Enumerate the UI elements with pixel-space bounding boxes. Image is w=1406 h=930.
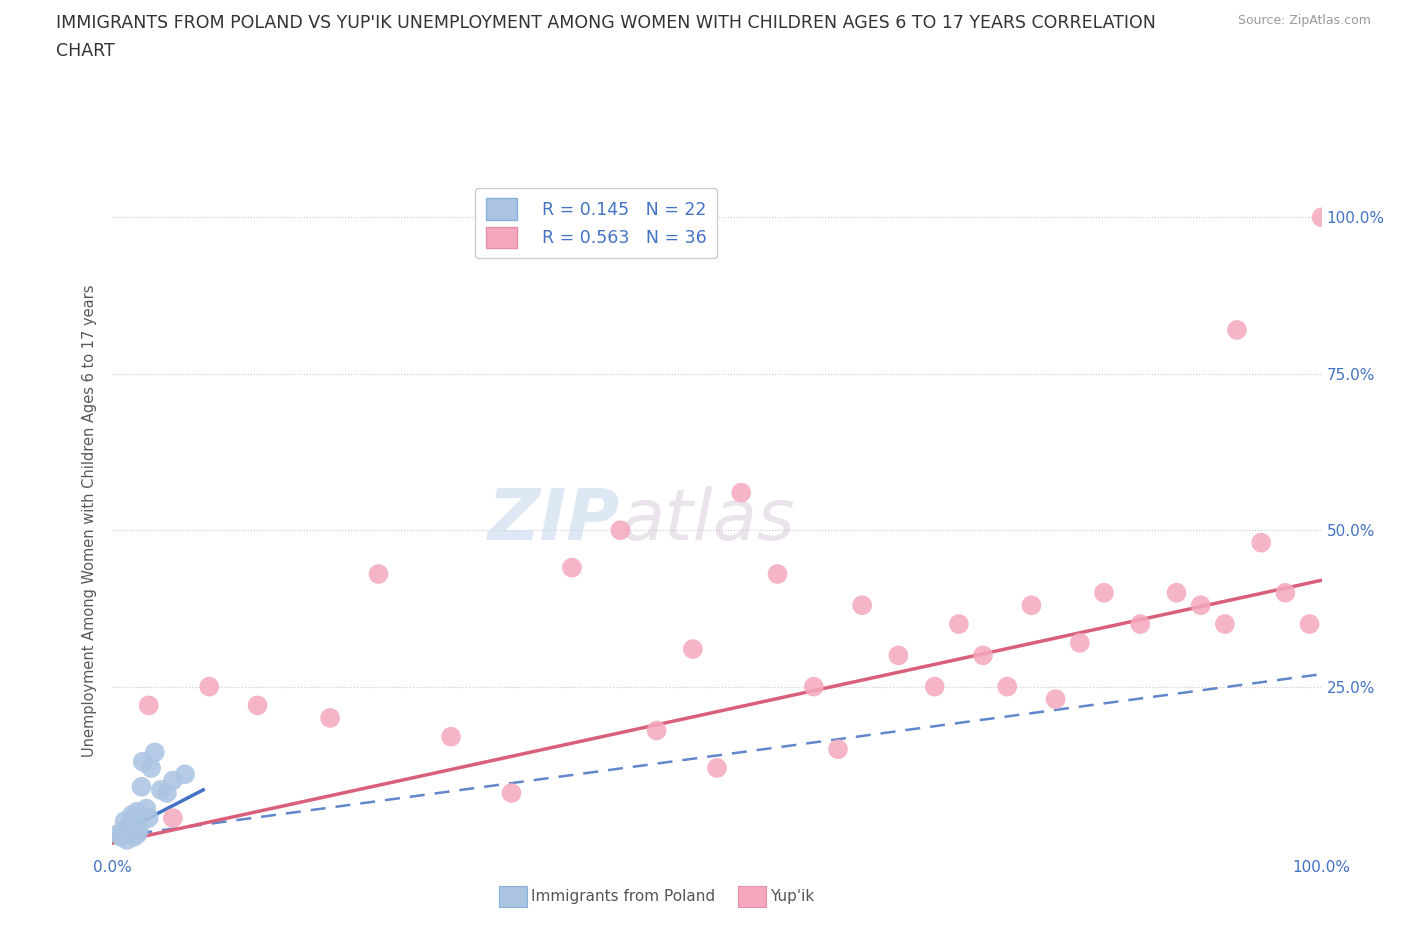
Point <box>1021 598 1043 613</box>
Point <box>162 773 184 788</box>
Point <box>198 679 221 694</box>
Point <box>174 767 197 782</box>
Point <box>682 642 704 657</box>
Point <box>149 782 172 797</box>
Point <box>803 679 825 694</box>
Point <box>1310 210 1333 225</box>
Point <box>120 817 142 831</box>
Point <box>127 826 149 841</box>
Y-axis label: Unemployment Among Women with Children Ages 6 to 17 years: Unemployment Among Women with Children A… <box>82 285 97 757</box>
Point <box>948 617 970 631</box>
Text: IMMIGRANTS FROM POLAND VS YUP'IK UNEMPLOYMENT AMONG WOMEN WITH CHILDREN AGES 6 T: IMMIGRANTS FROM POLAND VS YUP'IK UNEMPLO… <box>56 14 1156 32</box>
Point <box>122 830 145 844</box>
Point <box>851 598 873 613</box>
Point <box>246 698 269 713</box>
Point <box>924 679 946 694</box>
Point <box>1129 617 1152 631</box>
Text: Yup'ik: Yup'ik <box>770 889 814 904</box>
Point <box>156 786 179 801</box>
Point <box>319 711 342 725</box>
Point <box>887 648 910 663</box>
Point <box>135 802 157 817</box>
Point <box>501 786 523 801</box>
Point <box>141 761 163 776</box>
Text: Immigrants from Poland: Immigrants from Poland <box>531 889 716 904</box>
Text: CHART: CHART <box>56 42 115 60</box>
Point <box>972 648 994 663</box>
Point <box>1213 617 1236 631</box>
Point <box>1189 598 1212 613</box>
Point <box>112 823 135 838</box>
Point <box>706 761 728 776</box>
Point <box>121 807 143 822</box>
Point <box>128 820 150 835</box>
Point <box>1250 536 1272 551</box>
Point <box>114 814 136 829</box>
Point <box>107 826 129 841</box>
Point <box>730 485 752 500</box>
Point <box>1226 323 1249 338</box>
Text: atlas: atlas <box>620 486 794 555</box>
Point <box>143 745 166 760</box>
Legend:   R = 0.145   N = 22,   R = 0.563   N = 36: R = 0.145 N = 22, R = 0.563 N = 36 <box>475 188 717 259</box>
Point <box>110 830 132 844</box>
Point <box>162 811 184 826</box>
Point <box>138 811 160 826</box>
Point <box>138 698 160 713</box>
Point <box>131 779 153 794</box>
Text: Source: ZipAtlas.com: Source: ZipAtlas.com <box>1237 14 1371 27</box>
Point <box>609 523 631 538</box>
Point <box>440 729 463 744</box>
Point <box>827 742 849 757</box>
Point <box>115 832 138 847</box>
Text: ZIP: ZIP <box>488 486 620 555</box>
Point <box>117 820 139 835</box>
Point <box>1298 617 1320 631</box>
Point <box>1274 585 1296 600</box>
Point <box>125 804 148 819</box>
Point <box>766 566 789 581</box>
Point <box>367 566 389 581</box>
Point <box>645 723 668 737</box>
Point <box>1069 635 1091 650</box>
Point <box>1092 585 1115 600</box>
Point <box>561 560 583 575</box>
Point <box>995 679 1018 694</box>
Point <box>1166 585 1188 600</box>
Point <box>132 754 155 769</box>
Point <box>1045 692 1067 707</box>
